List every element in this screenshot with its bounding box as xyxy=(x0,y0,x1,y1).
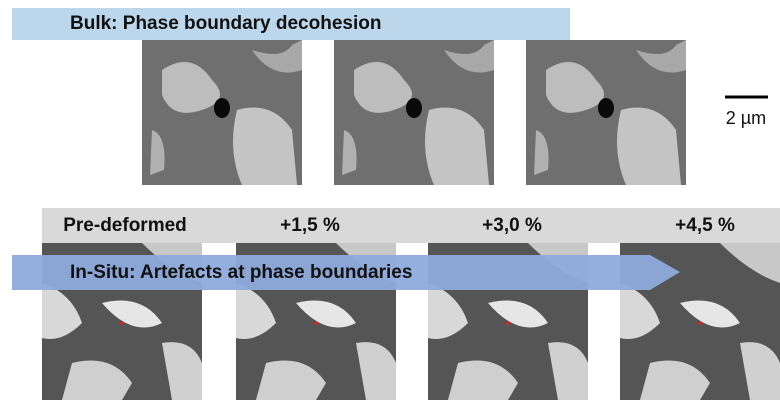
top-banner-text: Bulk: Phase boundary decohesion xyxy=(70,13,381,34)
micrograph xyxy=(142,40,302,185)
column-label: Pre-deformed xyxy=(63,215,187,236)
micrograph xyxy=(334,40,494,185)
column-label: +3,0 % xyxy=(482,215,542,236)
micrograph xyxy=(526,40,686,185)
scale-label: 2 µm xyxy=(726,108,766,128)
figure: Bulk: Phase boundary decohesion 2 µm Pre… xyxy=(0,0,780,400)
column-label: +4,5 % xyxy=(675,215,735,236)
column-label: +1,5 % xyxy=(280,215,340,236)
bottom-banner-text: In-Situ: Artefacts at phase boundaries xyxy=(70,262,412,283)
